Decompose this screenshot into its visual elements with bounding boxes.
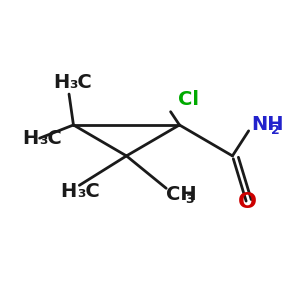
Text: ₃C: ₃C [70,73,92,92]
Text: O: O [238,191,257,212]
Text: CH: CH [166,185,197,204]
Text: Cl: Cl [178,90,199,110]
Text: H: H [22,129,38,148]
Text: NH: NH [252,116,284,134]
Text: H: H [60,182,76,201]
Text: 3: 3 [185,193,194,206]
Text: 2: 2 [271,124,280,137]
Text: ₃C: ₃C [77,182,100,201]
Text: ₃C: ₃C [39,129,62,148]
Text: H: H [53,73,69,92]
